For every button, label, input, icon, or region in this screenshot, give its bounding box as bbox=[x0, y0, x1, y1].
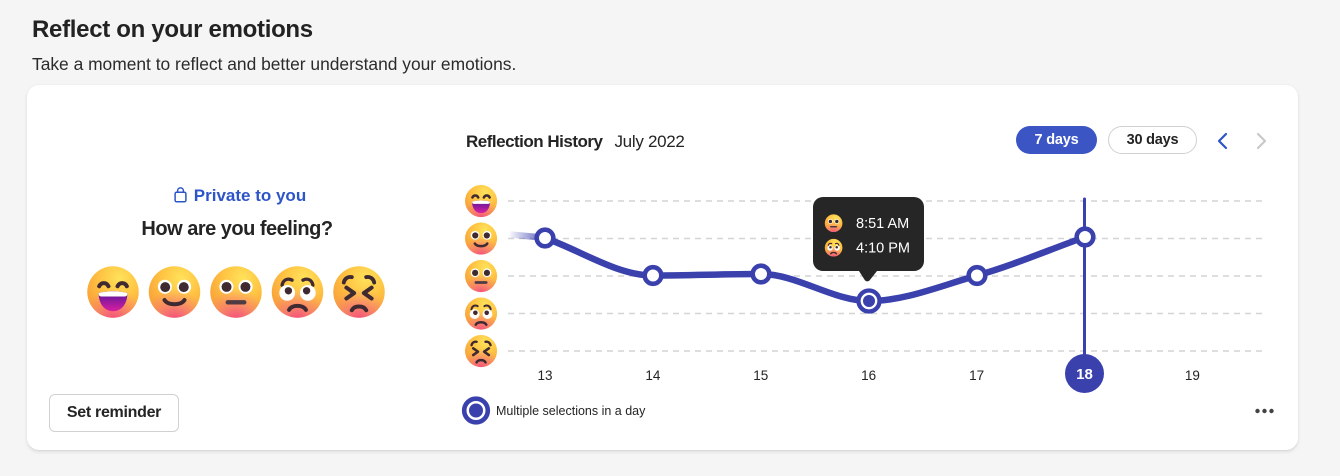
svg-text:15: 15 bbox=[753, 368, 768, 383]
svg-text:14: 14 bbox=[645, 368, 661, 383]
svg-text:19: 19 bbox=[1185, 368, 1200, 383]
svg-text:18: 18 bbox=[1076, 366, 1093, 383]
svg-text:13: 13 bbox=[537, 368, 552, 383]
svg-text:17: 17 bbox=[969, 368, 984, 383]
svg-text:Multiple selections in a day: Multiple selections in a day bbox=[496, 404, 646, 418]
svg-text:16: 16 bbox=[861, 368, 876, 383]
svg-text:4:10 PM: 4:10 PM bbox=[856, 241, 910, 257]
svg-text:8:51 AM: 8:51 AM bbox=[856, 216, 909, 232]
